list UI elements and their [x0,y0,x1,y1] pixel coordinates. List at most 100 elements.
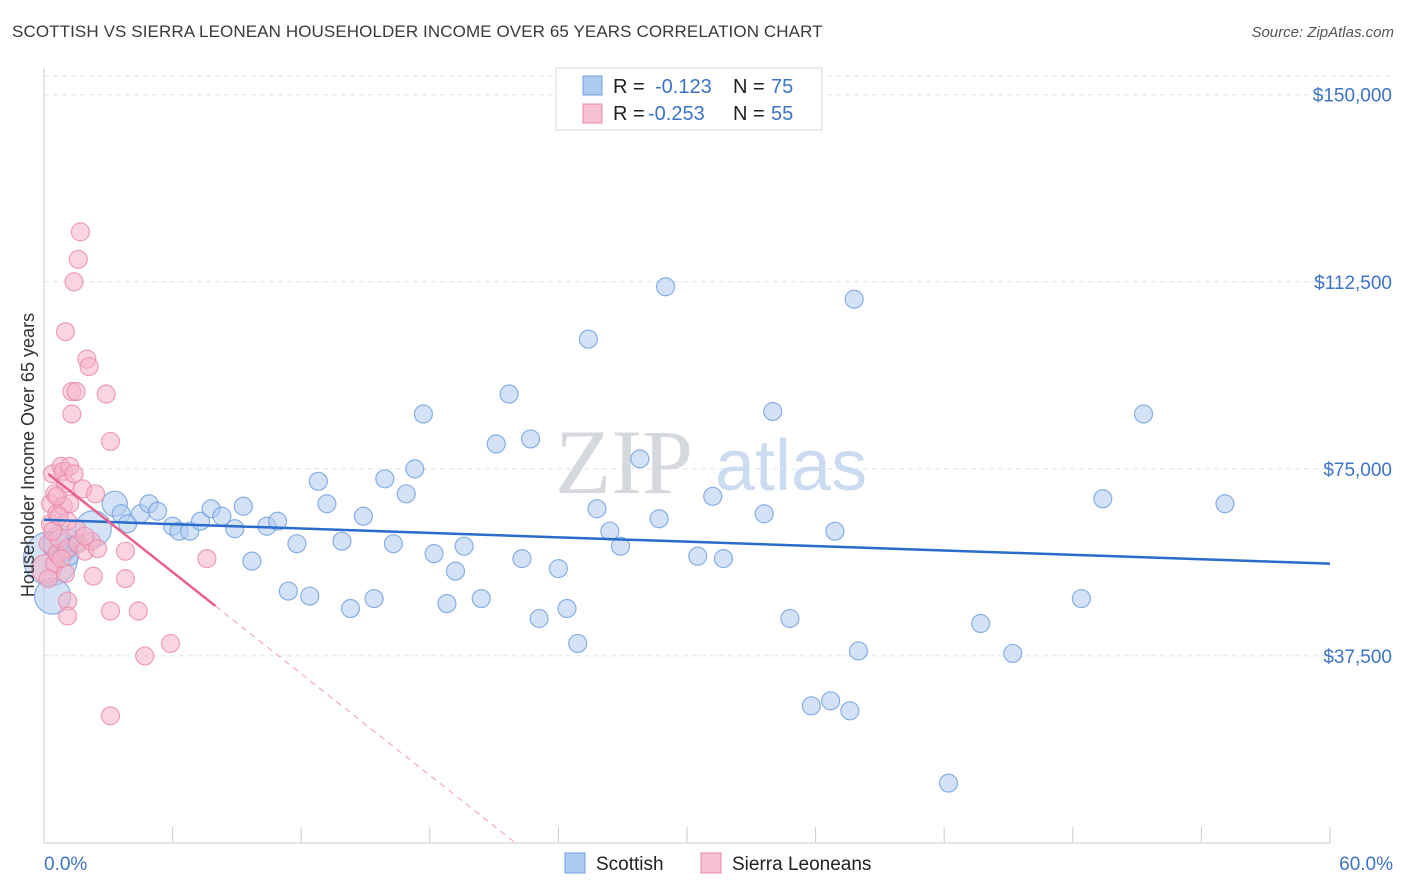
legend-r-value-2: -0.253 [648,103,705,125]
source-credit: Source: ZipAtlas.com [1251,24,1394,41]
series-legend-swatch-scottish [564,852,586,874]
scottish-trend-line [43,518,1331,565]
scottish-point [1133,404,1154,424]
sierra-leonean-point [87,539,108,559]
scottish-point [364,588,384,609]
scottish-point [848,641,869,661]
scottish-point [548,559,569,579]
sierra-leonean-point [55,322,76,342]
scottish-point [486,434,506,454]
scottish-point [512,549,532,569]
scottish-point [340,598,361,619]
trend-lines [43,472,1331,844]
scottish-point [763,401,783,422]
series-legend-scottish: Scottish [596,854,664,875]
sierra-leonean-trend-extension [215,605,516,844]
scottish-point [308,471,328,491]
watermark: ZIP atlas [555,411,867,513]
sierra-leonean-point [57,606,78,626]
sierra-leonean-point [100,431,121,452]
scottish-point [1071,588,1091,609]
sierra-leonean-point [83,566,103,586]
sierra-leonean-point [135,646,155,666]
watermark-zip: ZIP [555,411,693,513]
scottish-point [578,329,599,349]
sierra-leonean-point [49,506,69,526]
scottish-point [1003,643,1023,664]
sierra-leonean-point [66,381,86,402]
legend-r-value-1: -0.123 [655,76,712,98]
scottish-point [242,551,262,571]
scottish-point [278,581,298,601]
grid-lines [44,75,1390,657]
legend-swatch-scottish [582,75,603,96]
scottish-point [396,484,416,504]
scottish-point [332,531,352,551]
scottish-point [529,608,549,629]
scottish-point [268,511,288,531]
series-legend: Scottish Sierra Leoneans [564,852,871,875]
legend-n-label-2: N = [733,103,765,125]
sierra-leonean-points [31,222,217,726]
sierra-leonean-point [115,569,136,589]
sierra-leonean-point [96,384,116,404]
sierra-leonean-point [100,601,121,621]
scottish-point [287,534,307,554]
scottish-point [610,536,631,556]
sierra-leonean-point [70,222,91,242]
sierra-leonean-point [160,633,181,654]
sierra-leonean-point [197,549,217,569]
legend-r-label-2: R = [613,103,645,125]
sierra-leonean-point [68,249,88,269]
scottish-point [754,504,774,524]
axes [43,68,1331,844]
scottish-point [353,506,373,526]
legend-n-value-2: 55 [771,103,793,125]
legend-n-value-1: 75 [771,76,793,98]
scottish-point [375,469,395,489]
watermark-atlas: atlas [715,426,867,506]
sierra-leonean-point [128,601,148,621]
y-axis-label: Householder Income Over 65 years [18,313,38,597]
legend-r-label-1: R = [613,76,645,98]
sierra-leonean-point [64,272,84,292]
scottish-point [557,598,577,619]
correlation-legend: R = -0.123 N = 75 R = -0.253 N = 55 [555,67,823,131]
scottish-point [655,277,676,297]
sierra-leonean-point [51,549,71,569]
y-tick-label: $37,500 [1323,647,1392,668]
scottish-point [471,588,491,609]
scottish-point [844,289,864,309]
scottish-point [437,593,457,614]
sierra-leonean-point [100,706,121,726]
scottish-point [825,521,845,541]
scottish-point [780,608,800,629]
scottish-point [1215,494,1235,514]
scottish-points [22,277,1235,793]
scottish-point [713,549,734,569]
x-tick-labels: 0.0% 60.0% [44,854,1393,875]
sierra-leonean-point [64,464,84,484]
scottish-point [971,613,991,634]
scottish-point [630,449,650,469]
series-legend-sierra-leonean: Sierra Leoneans [732,854,871,875]
scottish-point [938,773,959,793]
scottish-point [649,509,669,529]
scottish-point [600,521,620,541]
y-tick-label: $150,000 [1313,86,1392,107]
scottish-point [454,536,474,556]
legend-n-label-1: N = [733,76,765,98]
scottish-point [424,544,444,564]
scottish-point [499,384,519,404]
legend-swatch-sierra-leonean [582,103,603,124]
sierra-leonean-point [79,356,99,377]
sierra-leonean-trend-line [47,472,217,608]
scottish-point [300,586,320,606]
sierra-leonean-point [47,486,67,506]
chart-title: SCOTTISH VS SIERRA LEONEAN HOUSEHOLDER I… [12,22,823,41]
scottish-point [147,501,168,521]
scottish-point [520,429,541,449]
sierra-leonean-point [85,484,106,504]
scottish-point [688,546,708,566]
